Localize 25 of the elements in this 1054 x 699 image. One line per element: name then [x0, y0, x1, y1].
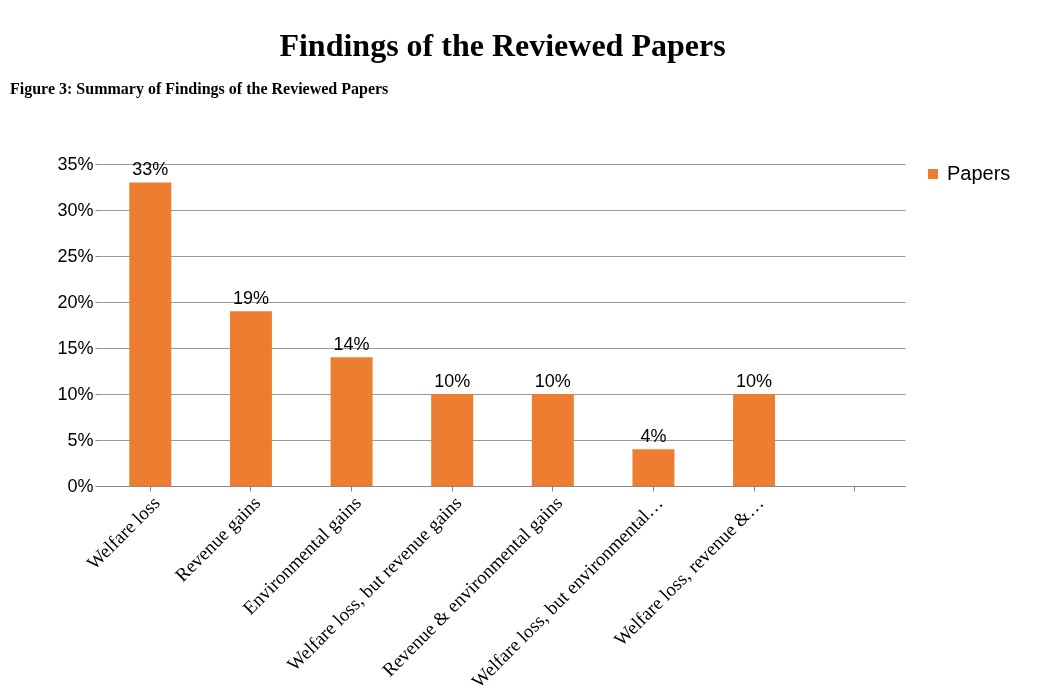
data-label: 10% [736, 371, 773, 391]
bar [229, 311, 272, 486]
y-tick-label: 5% [67, 429, 94, 450]
bar [330, 357, 373, 486]
caption: Figure 3: Summary of Findings of the Reviewed Papers [10, 80, 389, 98]
bar [531, 394, 574, 486]
y-tick-label: 25% [57, 245, 94, 266]
data-label: 4% [640, 426, 667, 447]
y-tick-label: 20% [57, 291, 94, 312]
y-tick-label: 15% [57, 337, 94, 358]
bar [733, 394, 776, 486]
y-tick-label: 10% [57, 383, 94, 404]
chart-title: Findings of the Reviewed Papers [279, 27, 726, 63]
bar [129, 182, 172, 486]
data-label: 19% [232, 288, 269, 309]
data-label: 14% [333, 334, 370, 355]
y-tick-label: 0% [67, 475, 94, 496]
data-label: 33% [132, 159, 169, 180]
data-label: 10% [434, 371, 471, 391]
y-tick-label: 35% [57, 153, 94, 174]
legend-label: Papers [947, 162, 1011, 184]
y-tick-label: 30% [57, 199, 94, 220]
bar [431, 394, 474, 486]
data-label: 10% [534, 371, 571, 391]
bar [632, 449, 675, 486]
